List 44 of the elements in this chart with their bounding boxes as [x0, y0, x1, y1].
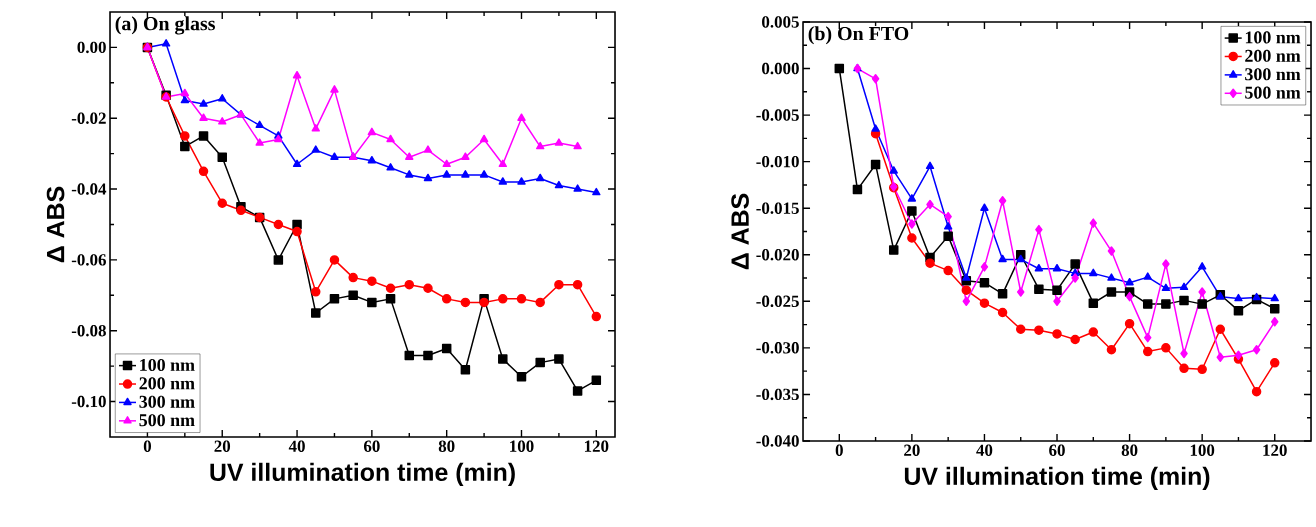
- legend-label: 200 nm: [1245, 49, 1301, 62]
- y-tick-label: -0.005: [756, 109, 799, 121]
- y-tick-label: 0.005: [762, 16, 799, 28]
- y-tick-label: -0.04: [71, 183, 107, 195]
- y-tick-label: -0.025: [756, 295, 799, 308]
- y-tick-label: -0.010: [756, 155, 799, 168]
- y-tick-label: -0.10: [71, 395, 106, 408]
- legend-label: 300 nm: [139, 395, 195, 408]
- x-tick-label: 20: [214, 440, 231, 452]
- y-tick-label: -0.02: [71, 112, 106, 124]
- x-tick-label: 40: [976, 444, 993, 456]
- x-tick-label: 0: [835, 444, 843, 456]
- x-tick-label: 0: [143, 440, 152, 452]
- y-tick-label: -0.015: [756, 202, 799, 214]
- y-axis-title: Δ ABS: [46, 186, 65, 263]
- legend-label: 200 nm: [139, 377, 195, 390]
- x-tick-label: 60: [1049, 444, 1065, 456]
- y-tick-label: -0.08: [71, 324, 106, 337]
- y-tick-label: 0.000: [762, 62, 799, 75]
- x-tick-label: 100: [510, 440, 534, 452]
- chart-title: (a) On glass: [115, 16, 215, 35]
- legend-label: 100 nm: [1245, 31, 1301, 44]
- x-tick-label: 100: [1190, 444, 1215, 456]
- legend-label: 100 nm: [140, 358, 195, 372]
- x-tick-label: 80: [438, 440, 455, 452]
- x-tick-label: 40: [288, 440, 305, 452]
- y-tick-label: -0.020: [756, 249, 799, 261]
- chart-title: (b) On FTO: [808, 26, 909, 45]
- y-axis-title: Δ ABS: [731, 193, 749, 270]
- y-tick-label: -0.030: [756, 342, 799, 354]
- y-tick-label: -0.035: [756, 388, 799, 401]
- x-tick-label: 120: [1263, 444, 1287, 456]
- legend-label: 300 nm: [1245, 68, 1301, 81]
- x-tick-label: 20: [904, 444, 920, 456]
- x-axis-title: UV illumination time (min): [904, 466, 1210, 490]
- x-axis-title: UV illumination time (min): [210, 462, 515, 486]
- legend-label: 500 nm: [1245, 86, 1301, 99]
- legend-label: 500 nm: [139, 414, 195, 427]
- y-tick-label: -0.06: [71, 254, 106, 266]
- x-tick-label: 60: [363, 440, 380, 452]
- x-tick-label: 120: [584, 440, 609, 452]
- y-tick-label: 0.00: [77, 41, 106, 54]
- x-tick-label: 80: [1121, 444, 1138, 456]
- y-tick-label: -0.040: [756, 435, 799, 447]
